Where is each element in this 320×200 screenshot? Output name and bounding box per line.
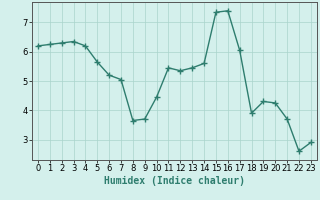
- X-axis label: Humidex (Indice chaleur): Humidex (Indice chaleur): [104, 176, 245, 186]
